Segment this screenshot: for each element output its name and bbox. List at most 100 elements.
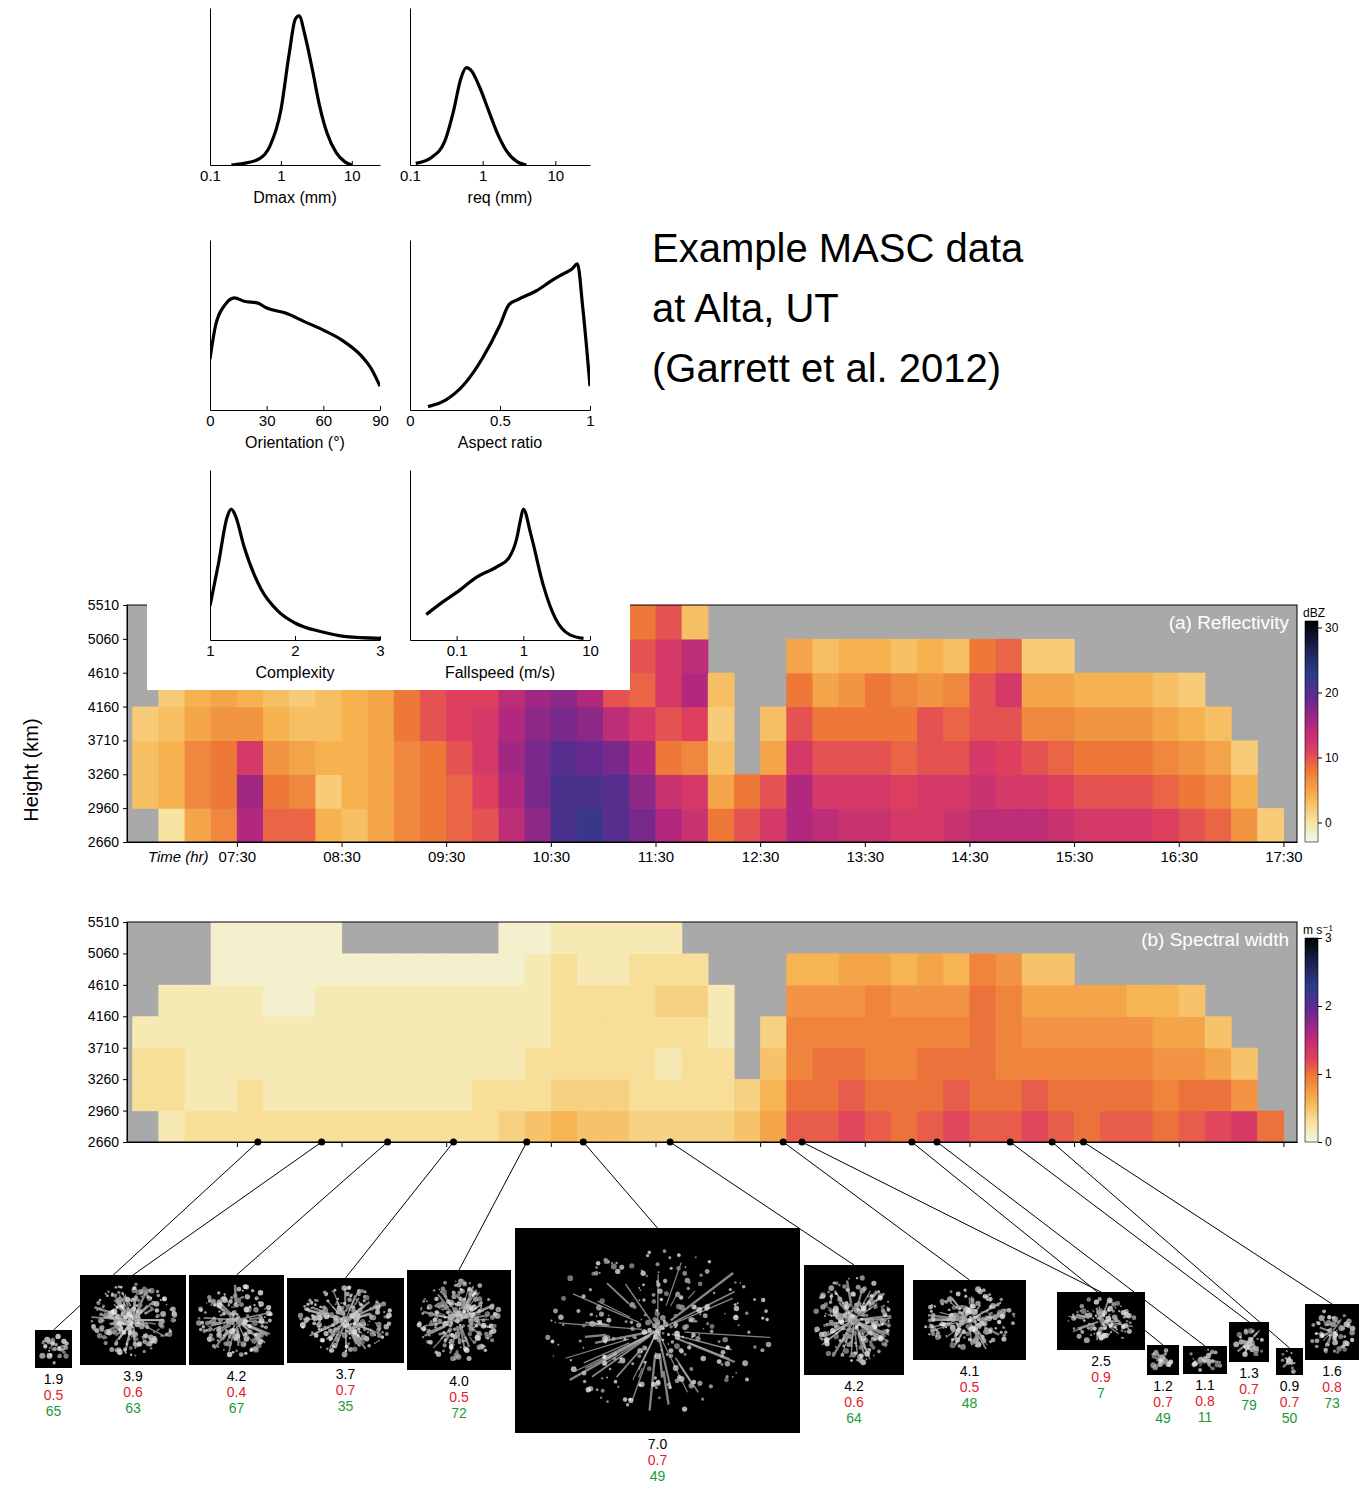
heatmap-cell — [891, 707, 918, 741]
particle-value: 3.7 — [336, 1366, 356, 1382]
snowflake-speck — [131, 1307, 136, 1312]
heatmap-cell — [917, 673, 944, 707]
snowflake-speck — [47, 1341, 50, 1344]
snowflake-speck — [314, 1333, 319, 1338]
heatmap-cell — [158, 774, 185, 808]
snowflake-speck — [599, 1298, 604, 1303]
tick-label: 17:30 — [1265, 848, 1303, 865]
heatmap-cell — [499, 808, 526, 842]
snowflake-speck — [130, 1353, 132, 1355]
axis — [410, 241, 411, 411]
snowflake-speck — [473, 1297, 478, 1302]
histogram-panel: 123Complexity — [206, 471, 384, 682]
snowflake-speck — [222, 1311, 226, 1315]
snowflake-speck — [418, 1321, 422, 1325]
snowflake-speck — [113, 1314, 115, 1316]
heatmap-cell — [132, 1048, 159, 1080]
snowflake-branch — [444, 1334, 450, 1343]
tick-mark — [590, 406, 591, 410]
heatmap-cell — [472, 1111, 499, 1142]
tick-mark — [555, 161, 556, 165]
heatmap-cell — [917, 774, 944, 808]
snowflake-speck — [120, 1304, 125, 1309]
snowflake-speck — [50, 1342, 54, 1346]
snowflake-branch — [632, 1361, 646, 1400]
heatmap-cell — [446, 1111, 473, 1142]
tick-label: 0.5 — [490, 412, 511, 429]
heatmap-cell — [1074, 808, 1101, 842]
axis-line — [127, 606, 128, 843]
leader-line — [133, 1142, 322, 1275]
snowflake-speck — [709, 1384, 713, 1388]
heatmap-cell — [472, 953, 499, 985]
heatmap-cell — [996, 673, 1023, 707]
snowflake-speck — [117, 1349, 123, 1355]
heatmap-cell — [263, 1048, 290, 1080]
caption-line: (Garrett et al. 2012) — [652, 346, 1001, 390]
snowflake-speck — [697, 1381, 702, 1386]
heatmap-cell — [342, 707, 369, 741]
snowflake-speck — [139, 1289, 144, 1294]
snowflake-speck — [379, 1304, 382, 1307]
sample-time-dot — [799, 1139, 806, 1146]
snowflake-speck — [342, 1332, 348, 1338]
heatmap-cell — [1205, 1048, 1232, 1080]
snowflake-speck — [157, 1294, 161, 1298]
heatmap-cell — [1205, 808, 1232, 842]
snowflake-speck — [428, 1334, 431, 1337]
heatmap-cell — [342, 1048, 369, 1080]
snowflake-speck — [343, 1325, 346, 1328]
heatmap-cell — [577, 985, 604, 1017]
heatmap-cell — [211, 1079, 238, 1111]
tick: 5060 — [88, 945, 127, 961]
tick: 2960 — [88, 1103, 127, 1119]
tick-mark — [123, 673, 127, 674]
snowflake-speck — [47, 1353, 53, 1359]
snowflake-speck — [141, 1295, 144, 1298]
tick: 1 — [479, 161, 487, 184]
snowflake-speck — [321, 1339, 325, 1343]
snowflake-speck — [223, 1322, 225, 1324]
snowflake-texture — [298, 1285, 392, 1357]
snowflake-speck — [91, 1320, 94, 1323]
snowflake-speck — [656, 1381, 661, 1386]
snowflake-speck — [457, 1314, 463, 1320]
snowflake-speck — [237, 1318, 243, 1324]
heatmap-cell — [499, 740, 526, 774]
snowflake-speck — [320, 1346, 322, 1348]
snowflake-speck — [117, 1300, 122, 1305]
snowflake-speck — [370, 1307, 374, 1311]
heatmap-cell — [551, 922, 578, 954]
snowflake-speck — [478, 1302, 482, 1306]
snowflake-speck — [460, 1346, 462, 1348]
heatmap-cell — [551, 1048, 578, 1080]
tick-label: 5060 — [88, 945, 119, 961]
heatmap-cell — [1153, 707, 1180, 741]
heatmap-cell — [1022, 1016, 1049, 1048]
heatmap-cell — [629, 953, 656, 985]
snowflake-speck — [331, 1291, 333, 1293]
heatmap-cell — [185, 707, 212, 741]
axis-line — [127, 923, 128, 1143]
heatmap-cell — [865, 1079, 892, 1111]
tick-label: 3 — [376, 642, 384, 659]
snowflake-speck — [383, 1311, 385, 1313]
snowflake-speck — [143, 1339, 148, 1344]
leader-line — [912, 1142, 1163, 1345]
sample-time-dot — [1080, 1139, 1087, 1146]
heatmap-cell — [839, 673, 866, 707]
snowflake-speck — [144, 1322, 149, 1327]
heatmap-cell — [969, 1079, 996, 1111]
heatmap-cell — [760, 1111, 787, 1142]
distribution-line — [210, 509, 380, 638]
snowflake-speck — [461, 1340, 463, 1342]
heatmap-cell — [1100, 707, 1127, 741]
snowflake-speck — [220, 1314, 223, 1317]
heatmap-cell — [1100, 1079, 1127, 1111]
heatmap-cell — [420, 1016, 447, 1048]
tick-label: 2 — [291, 642, 299, 659]
heatmap-cell — [1231, 808, 1258, 842]
heatmap-cell — [1100, 808, 1127, 842]
tick-label: 10 — [1325, 751, 1339, 765]
distribution-line — [231, 16, 351, 165]
